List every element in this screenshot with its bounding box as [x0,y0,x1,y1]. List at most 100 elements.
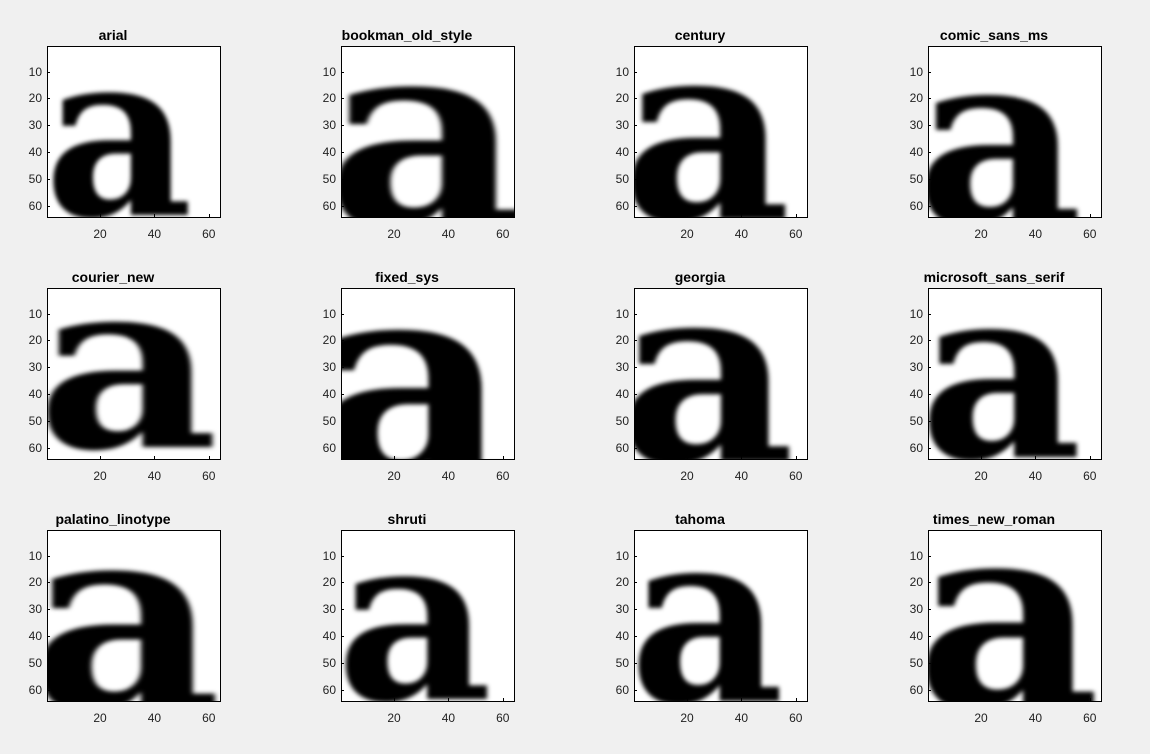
subplot-georgia: georgia a 10 20 30 40 50 60 20 40 60 [590,269,810,489]
x-tick-mark [502,698,504,701]
image-axes: a [341,46,515,218]
x-tick-label: 40 [734,711,749,725]
glyph-image: a [48,531,220,701]
y-tick-mark [341,555,344,557]
y-tick-label: 10 [615,64,629,79]
y-tick-label: 20 [322,333,336,348]
y-tick-mark [928,125,931,127]
y-tick-label: 50 [909,414,923,429]
glyph-image: a [635,47,791,217]
subplot-title: courier_new [71,269,155,285]
y-tick-mark [634,340,637,342]
y-tick-label: 50 [615,656,629,671]
y-tick-label: 40 [909,145,923,160]
y-tick-mark [47,555,50,557]
x-tick-label: 40 [147,711,162,725]
y-tick-mark [928,205,931,207]
x-tick-label: 60 [496,227,510,241]
y-tick-mark [47,179,50,181]
subplot-courier_new: courier_new a 10 20 30 40 50 60 20 40 60 [3,269,223,489]
y-tick-mark [47,689,50,691]
x-tick-label: 20 [93,227,107,241]
y-tick-mark [341,205,344,207]
y-tick-label: 60 [615,198,629,213]
x-tick-mark [1089,214,1091,217]
subplot-times_new_roman: times_new_roman a 10 20 30 40 50 60 20 40 60 [884,511,1104,731]
x-tick-mark [394,698,396,701]
x-tick-label: 60 [1083,227,1097,241]
image-axes: a [341,288,515,460]
glyph-letter: a [635,47,791,217]
y-tick-label: 30 [909,118,923,133]
y-tick-label: 40 [615,387,629,402]
x-tick-label: 40 [441,227,456,241]
x-tick-mark [687,214,689,217]
image-axes: a [928,46,1102,218]
x-tick-label: 60 [789,469,803,483]
y-tick-label: 40 [28,145,42,160]
y-tick-label: 60 [28,440,42,455]
subplot-title: bookman_old_style [341,27,473,43]
x-tick-mark [208,698,210,701]
y-tick-label: 50 [909,172,923,187]
glyph-image: a [635,531,785,701]
y-tick-label: 50 [322,656,336,671]
y-tick-label: 40 [615,145,629,160]
y-tick-mark [341,71,344,73]
y-tick-mark [634,367,637,369]
image-axes: a [928,530,1102,702]
x-tick-mark [154,698,156,701]
y-tick-mark [928,313,931,315]
image-axes: a [47,288,221,460]
y-tick-label: 20 [28,575,42,590]
x-tick-mark [1089,456,1091,459]
x-tick-label: 20 [93,469,107,483]
y-tick-mark [341,313,344,315]
x-tick-label: 60 [789,711,803,725]
y-tick-mark [341,447,344,449]
y-tick-mark [928,609,931,611]
y-tick-label: 40 [322,387,336,402]
y-tick-mark [928,447,931,449]
y-tick-mark [634,689,637,691]
y-tick-label: 60 [909,198,923,213]
subplot-century: century a 10 20 30 40 50 60 20 40 60 [590,27,810,247]
x-tick-label: 40 [1028,469,1043,483]
y-tick-label: 40 [615,629,629,644]
y-tick-mark [47,98,50,100]
x-tick-label: 60 [202,711,216,725]
subplot-title: shruti [387,511,427,527]
y-tick-mark [47,71,50,73]
y-tick-mark [634,555,637,557]
x-tick-mark [687,456,689,459]
y-tick-mark [928,663,931,665]
y-tick-label: 10 [28,64,42,79]
y-tick-label: 20 [909,91,923,106]
y-tick-mark [47,636,50,638]
x-tick-mark [981,698,983,701]
x-tick-label: 20 [680,227,694,241]
y-tick-label: 10 [322,548,336,563]
x-tick-mark [741,456,743,459]
glyph-letter: a [48,47,193,217]
subplot-comic_sans_ms: comic_sans_ms a 10 20 30 40 50 60 20 40 60 [884,27,1104,247]
y-tick-mark [634,609,637,611]
glyph-letter: a [342,47,514,217]
y-tick-mark [341,582,344,584]
y-tick-mark [928,636,931,638]
x-tick-mark [448,698,450,701]
x-tick-mark [448,214,450,217]
y-tick-mark [928,340,931,342]
x-tick-label: 20 [680,711,694,725]
x-tick-mark [208,214,210,217]
y-tick-label: 10 [322,306,336,321]
y-tick-label: 30 [28,360,42,375]
y-tick-mark [928,555,931,557]
image-axes: a [47,530,221,702]
image-axes: a [634,288,808,460]
y-tick-label: 30 [615,602,629,617]
y-tick-label: 10 [909,306,923,321]
y-tick-mark [47,421,50,423]
image-axes: a [634,46,808,218]
